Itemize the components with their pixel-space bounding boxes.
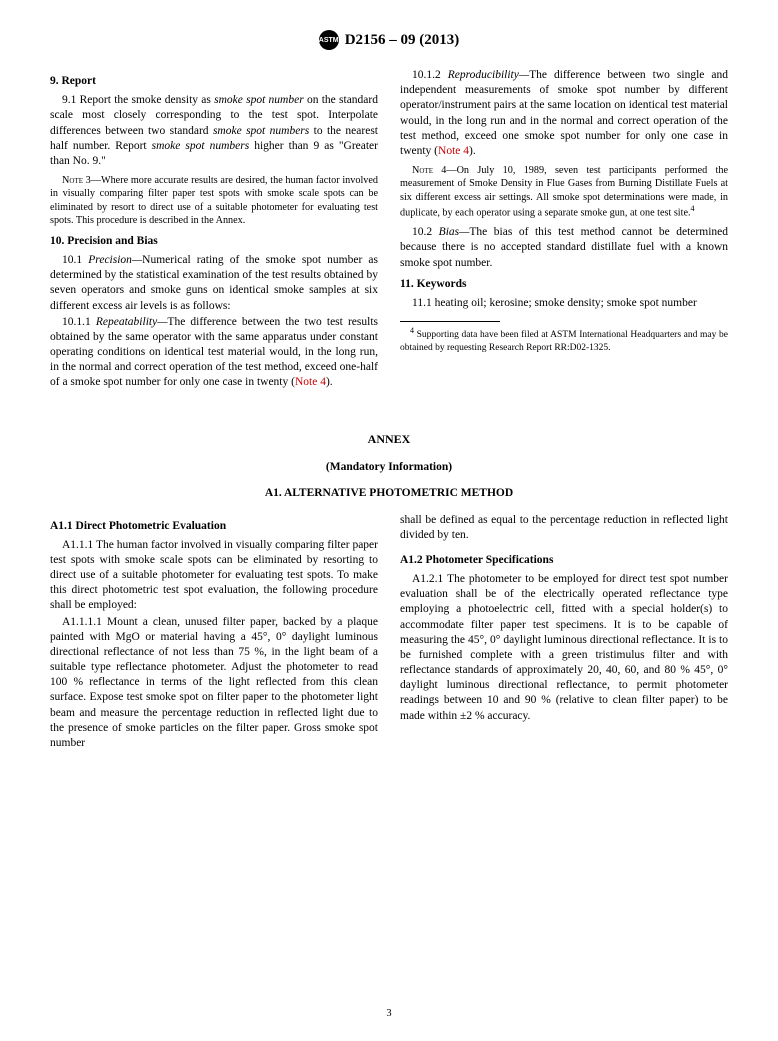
para-a1-1-1: A1.1.1 The human factor involved in visu… bbox=[50, 538, 378, 614]
annex-title: ANNEX bbox=[50, 432, 728, 447]
designation-text: D2156 – 09 (2013) bbox=[345, 32, 460, 49]
page-number: 3 bbox=[0, 1008, 778, 1019]
txt: The difference between two single and in… bbox=[400, 69, 728, 157]
para-10-2: 10.2 Bias—The bias of this test method c… bbox=[400, 225, 728, 271]
annex-block: ANNEX (Mandatory Information) A1. ALTERN… bbox=[50, 432, 728, 753]
para-10-1-1: 10.1.1 Repeatability—The difference betw… bbox=[50, 315, 378, 391]
txt: smoke spot number bbox=[214, 94, 304, 106]
note-3: Note 3—Where more accurate results are d… bbox=[50, 174, 378, 228]
note-4-link[interactable]: Note 4 bbox=[438, 145, 469, 157]
footnote-body: Supporting data have been filed at ASTM … bbox=[400, 330, 728, 353]
para-a1-2-1: A1.2.1 The photometer to be employed for… bbox=[400, 572, 728, 724]
txt: ). bbox=[469, 145, 476, 157]
annex-columns: A1.1 Direct Photometric Evaluation A1.1.… bbox=[50, 513, 728, 753]
section-9-heading: 9. Report bbox=[50, 74, 378, 89]
txt: 10.2 bbox=[412, 226, 439, 238]
main-columns: 9. Report 9.1 Report the smoke density a… bbox=[50, 68, 728, 392]
para-10-1: 10.1 Precision—Numerical rating of the s… bbox=[50, 253, 378, 314]
txt: Precision— bbox=[88, 254, 142, 266]
section-a1-2-heading: A1.2 Photometer Specifications bbox=[400, 553, 728, 568]
page-container: ASTM D2156 – 09 (2013) 9. Report 9.1 Rep… bbox=[0, 0, 778, 782]
txt: 10.1.1 bbox=[62, 316, 96, 328]
section-11-heading: 11. Keywords bbox=[400, 277, 728, 292]
txt: Reproducibility— bbox=[448, 69, 529, 81]
para-a1-1-1-1: A1.1.1.1 Mount a clean, unused filter pa… bbox=[50, 615, 378, 752]
txt: smoke spot numbers bbox=[152, 140, 250, 152]
annex-subtitle-1: (Mandatory Information) bbox=[50, 461, 728, 473]
txt: 9.1 Report the smoke density as bbox=[62, 94, 214, 106]
txt: Repeatability— bbox=[96, 316, 168, 328]
txt: Bias— bbox=[439, 226, 470, 238]
para-11-1: 11.1 heating oil; kerosine; smoke densit… bbox=[400, 296, 728, 311]
footnote-rule bbox=[400, 321, 500, 322]
txt: smoke spot numbers bbox=[213, 125, 309, 137]
section-10-heading: 10. Precision and Bias bbox=[50, 234, 378, 249]
para-10-1-2: 10.1.2 Reproducibility—The difference be… bbox=[400, 68, 728, 159]
para-9-1: 9.1 Report the smoke density as smoke sp… bbox=[50, 93, 378, 169]
annex-subtitle-2: A1. ALTERNATIVE PHOTOMETRIC METHOD bbox=[50, 487, 728, 499]
footnote-ref-4: 4 bbox=[691, 204, 695, 213]
txt: 10.1.2 bbox=[412, 69, 448, 81]
section-a1-1-heading: A1.1 Direct Photometric Evaluation bbox=[50, 519, 378, 534]
txt: ). bbox=[326, 376, 333, 388]
note-label: Note 4— bbox=[412, 165, 457, 176]
footnote-4: 4 Supporting data have been filed at AST… bbox=[400, 326, 728, 354]
astm-logo-icon: ASTM bbox=[319, 30, 339, 50]
txt: 10.1 bbox=[62, 254, 88, 266]
note-4: Note 4—On July 10, 1989, seven test part… bbox=[400, 164, 728, 220]
para-a1-1-1-1-cont: shall be defined as equal to the percent… bbox=[400, 513, 728, 543]
note-4-link[interactable]: Note 4 bbox=[295, 376, 326, 388]
doc-header: ASTM D2156 – 09 (2013) bbox=[50, 30, 728, 50]
note-label: Note 3— bbox=[62, 175, 101, 186]
